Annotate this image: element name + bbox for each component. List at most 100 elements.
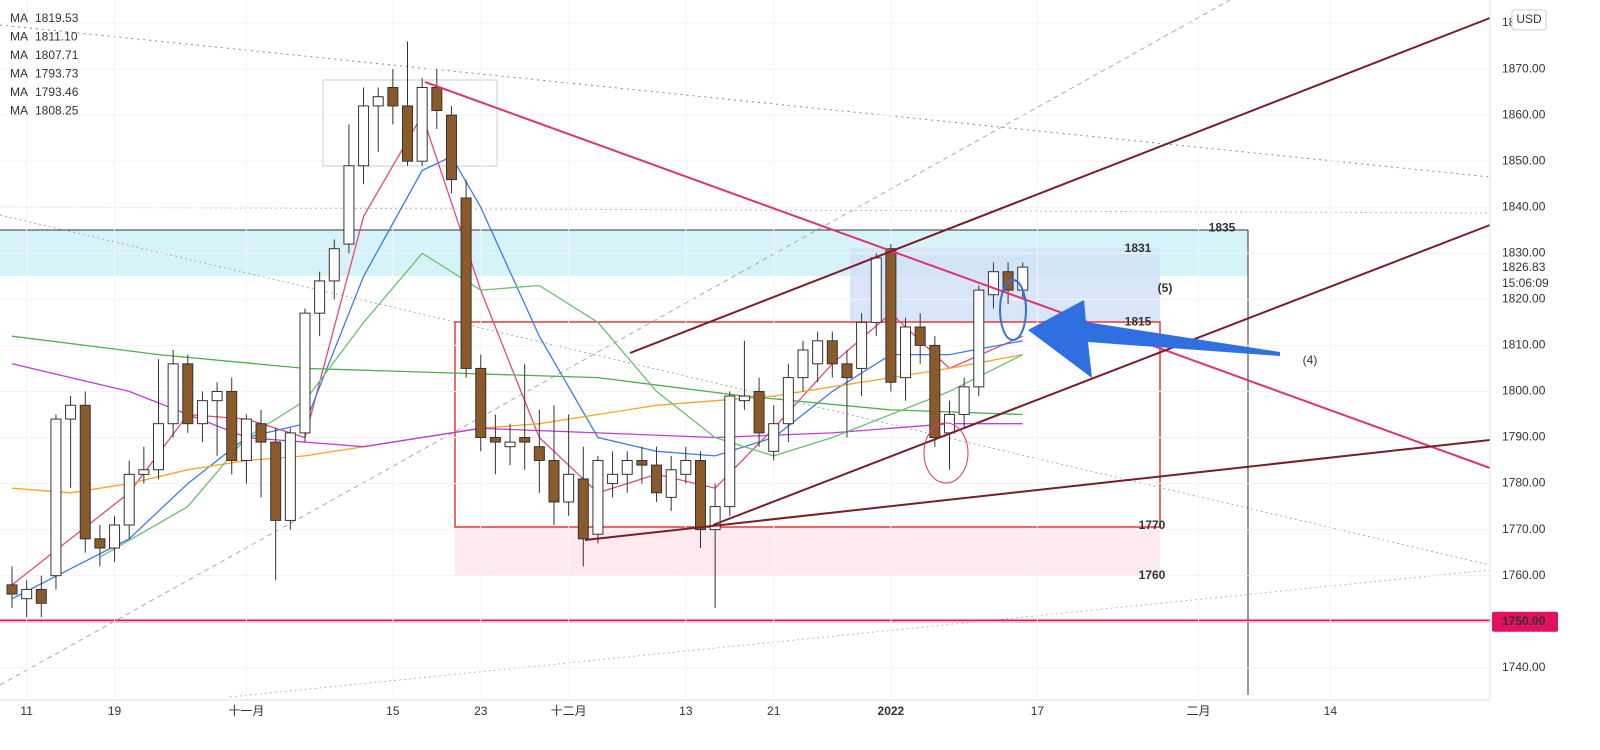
candle-body xyxy=(812,340,824,365)
candle-body xyxy=(328,248,340,282)
candle-body xyxy=(768,423,780,452)
trend-line xyxy=(0,214,1491,566)
legend-name: MA xyxy=(10,30,28,44)
legend-value: 1807.71 xyxy=(35,48,79,62)
level-label: 1760 xyxy=(1139,568,1166,582)
arrow xyxy=(1028,300,1280,378)
legend-value: 1793.73 xyxy=(35,67,79,81)
y-tick-label: 1830.00 xyxy=(1502,245,1546,259)
candle-body xyxy=(79,404,91,540)
ma-line xyxy=(11,113,1023,586)
x-tick-label: 17 xyxy=(1031,704,1045,718)
candle-body xyxy=(35,588,47,604)
candle-body xyxy=(372,96,384,107)
level-label: 1831 xyxy=(1125,241,1152,255)
candle-body xyxy=(152,423,164,471)
x-tick-label: 21 xyxy=(767,704,781,718)
level-label: 1835 xyxy=(1209,220,1236,234)
legend-name: MA xyxy=(10,67,28,81)
support-label: 1750.00 xyxy=(1502,614,1546,628)
y-tick-label: 1840.00 xyxy=(1502,199,1546,213)
x-tick-label: 14 xyxy=(1324,704,1338,718)
trend-line xyxy=(229,569,1491,698)
candle-body xyxy=(358,105,370,167)
candle-body xyxy=(621,460,633,475)
legend-name: MA xyxy=(10,48,28,62)
candle-body xyxy=(929,344,941,439)
candle-body xyxy=(94,538,106,549)
trend-line xyxy=(629,17,1491,354)
y-tick-label: 1790.00 xyxy=(1502,430,1546,444)
candle-body xyxy=(973,289,985,388)
series xyxy=(0,22,1490,669)
x-tick-label: 23 xyxy=(474,704,488,718)
candle-body xyxy=(21,588,33,600)
legend-value: 1793.46 xyxy=(35,85,79,99)
candle-body xyxy=(885,248,897,383)
legend-value: 1811.10 xyxy=(35,30,78,44)
candle-body xyxy=(958,386,970,415)
candle-body xyxy=(299,312,311,434)
wave-label: (4) xyxy=(1303,353,1318,367)
x-tick-label: 十一月 xyxy=(228,704,264,718)
candle-body xyxy=(284,432,296,521)
y-tick-label: 1780.00 xyxy=(1502,476,1546,490)
x-tick-label: 15 xyxy=(386,704,400,718)
x-tick-label: 13 xyxy=(679,704,693,718)
candle-body xyxy=(343,165,355,245)
x-tick-label: 11 xyxy=(20,704,33,718)
candle-body xyxy=(519,437,531,443)
legend-value: 1808.25 xyxy=(35,104,79,118)
candle-body xyxy=(724,395,736,508)
y-tick-label: 1770.00 xyxy=(1502,522,1546,536)
legend-name: MA xyxy=(10,11,28,25)
y-tick-label: 1870.00 xyxy=(1502,61,1546,75)
trend-line xyxy=(424,81,1491,469)
candle-body xyxy=(533,446,545,462)
candle-body xyxy=(475,367,487,438)
candle-body xyxy=(50,418,62,577)
candle-body xyxy=(900,326,912,379)
drawings: 1740.00 1750.00 1760.00 1770.00 1780.00 1790.… xyxy=(0,0,1558,719)
trend-line xyxy=(584,439,1491,541)
candle-body xyxy=(914,326,926,346)
candle-body xyxy=(987,271,999,296)
candle-body xyxy=(694,460,706,531)
trend-line xyxy=(0,206,1491,214)
legend-name: MA xyxy=(10,104,28,118)
candle-body xyxy=(416,87,428,162)
trend-line xyxy=(712,224,1491,526)
trend-line xyxy=(0,24,1491,178)
candle-body xyxy=(460,197,472,369)
y-tick-label: 1820.00 xyxy=(1502,292,1546,306)
candle-body xyxy=(314,280,326,314)
candle-body xyxy=(651,464,663,494)
candle-body xyxy=(709,506,721,531)
candle-body xyxy=(270,441,282,521)
y-tick-label: 1800.00 xyxy=(1502,384,1546,398)
candle-body xyxy=(1017,266,1029,291)
candle-body xyxy=(489,437,501,443)
candle-body xyxy=(255,423,267,443)
zone xyxy=(455,527,1160,575)
candle-body xyxy=(431,87,443,112)
candle-body xyxy=(665,469,677,498)
candle-body xyxy=(592,460,604,535)
candle-body xyxy=(782,377,794,425)
candle-body xyxy=(636,460,648,466)
x-tick-label: 十二月 xyxy=(551,704,587,718)
currency-badge xyxy=(1511,9,1547,31)
candle-body xyxy=(402,105,414,162)
candle-body xyxy=(577,478,589,540)
support-tag xyxy=(1492,611,1558,632)
box xyxy=(322,79,498,167)
candle-body xyxy=(387,87,399,107)
candle-body xyxy=(563,473,575,503)
legend-value: 1819.53 xyxy=(35,11,79,25)
last-price: 1826.83 xyxy=(1502,260,1546,274)
candle-body xyxy=(196,400,208,425)
countdown: 15:06:09 xyxy=(1502,276,1549,290)
candle-body xyxy=(65,404,77,420)
candle-body xyxy=(753,390,765,434)
